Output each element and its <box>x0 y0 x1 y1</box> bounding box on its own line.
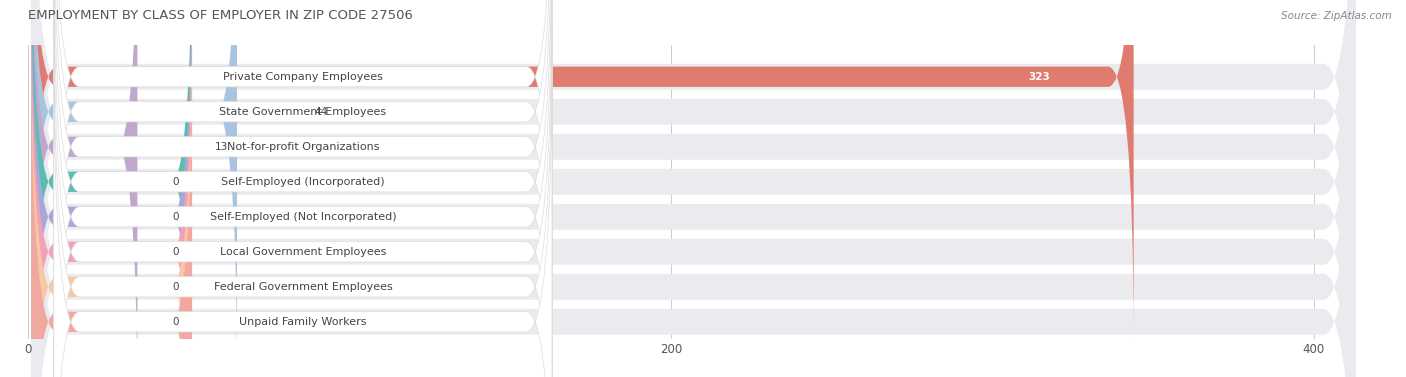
FancyBboxPatch shape <box>53 0 553 377</box>
Text: 0: 0 <box>173 212 179 222</box>
Text: Private Company Employees: Private Company Employees <box>224 72 382 82</box>
FancyBboxPatch shape <box>53 52 553 377</box>
FancyBboxPatch shape <box>53 17 553 377</box>
Text: Unpaid Family Workers: Unpaid Family Workers <box>239 317 367 327</box>
Text: 44: 44 <box>314 107 328 117</box>
FancyBboxPatch shape <box>31 0 1355 377</box>
FancyBboxPatch shape <box>31 0 1355 377</box>
FancyBboxPatch shape <box>31 0 1355 377</box>
Text: EMPLOYMENT BY CLASS OF EMPLOYER IN ZIP CODE 27506: EMPLOYMENT BY CLASS OF EMPLOYER IN ZIP C… <box>28 9 413 22</box>
FancyBboxPatch shape <box>31 0 1355 377</box>
Text: Self-Employed (Not Incorporated): Self-Employed (Not Incorporated) <box>209 212 396 222</box>
Text: 0: 0 <box>173 177 179 187</box>
Text: 13: 13 <box>215 142 228 152</box>
Text: Not-for-profit Organizations: Not-for-profit Organizations <box>226 142 380 152</box>
Text: 0: 0 <box>173 282 179 292</box>
Text: Source: ZipAtlas.com: Source: ZipAtlas.com <box>1281 11 1392 21</box>
FancyBboxPatch shape <box>31 0 1355 377</box>
FancyBboxPatch shape <box>31 0 1355 377</box>
Text: Self-Employed (Incorporated): Self-Employed (Incorporated) <box>221 177 385 187</box>
FancyBboxPatch shape <box>31 0 138 377</box>
FancyBboxPatch shape <box>53 0 553 377</box>
Text: 0: 0 <box>173 247 179 257</box>
FancyBboxPatch shape <box>53 0 553 377</box>
Text: 323: 323 <box>1028 72 1050 82</box>
Text: Federal Government Employees: Federal Government Employees <box>214 282 392 292</box>
FancyBboxPatch shape <box>31 0 1133 347</box>
Text: State Government Employees: State Government Employees <box>219 107 387 117</box>
FancyBboxPatch shape <box>31 52 193 377</box>
FancyBboxPatch shape <box>31 0 1355 377</box>
FancyBboxPatch shape <box>53 0 553 347</box>
FancyBboxPatch shape <box>31 0 193 377</box>
FancyBboxPatch shape <box>53 0 553 377</box>
FancyBboxPatch shape <box>31 17 193 377</box>
FancyBboxPatch shape <box>31 0 193 377</box>
Text: 0: 0 <box>173 317 179 327</box>
FancyBboxPatch shape <box>31 0 193 377</box>
Text: Local Government Employees: Local Government Employees <box>219 247 387 257</box>
FancyBboxPatch shape <box>31 0 238 377</box>
FancyBboxPatch shape <box>31 0 1355 377</box>
FancyBboxPatch shape <box>53 0 553 377</box>
